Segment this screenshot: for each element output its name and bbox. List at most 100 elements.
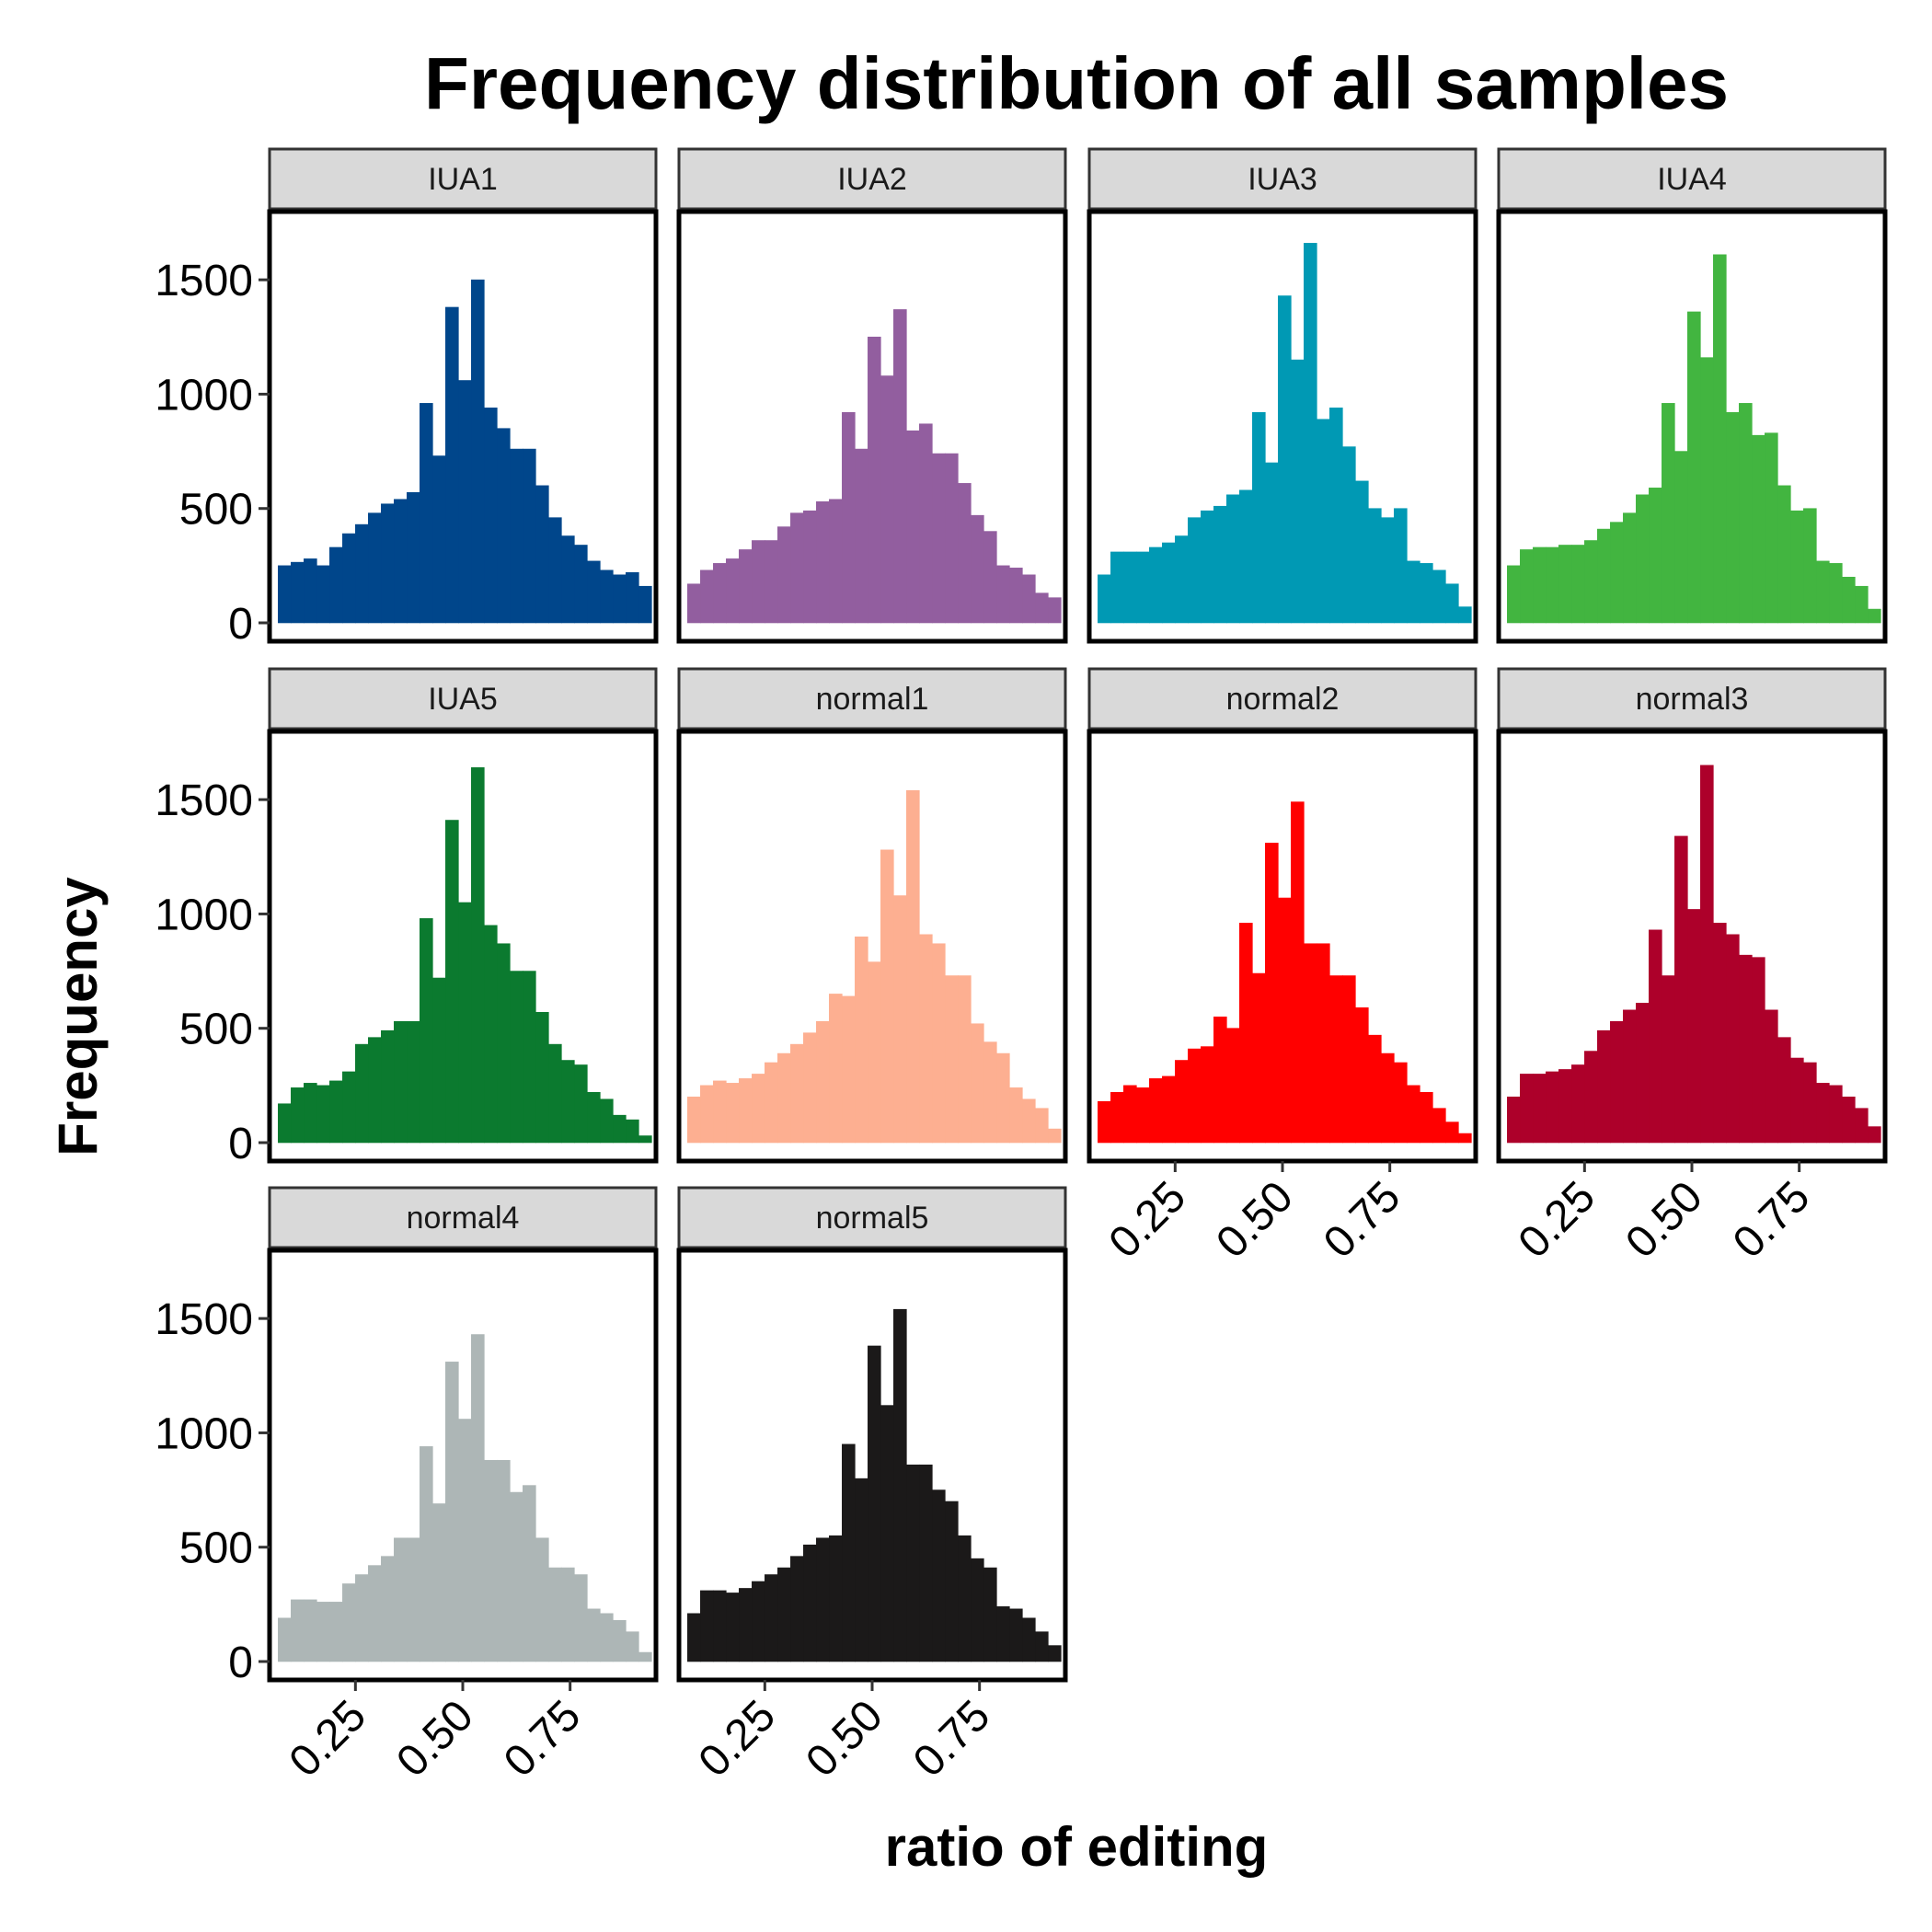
histogram-bar [971, 1558, 984, 1662]
histogram-bar [1394, 1062, 1408, 1144]
bars-normal1 [687, 789, 1062, 1144]
histogram-bar [535, 1012, 549, 1144]
histogram-bar [523, 1485, 536, 1662]
histogram-bar [1381, 517, 1395, 624]
histogram-bar [291, 561, 305, 624]
histogram-bar [816, 500, 830, 624]
histogram-bar [1035, 592, 1049, 624]
histogram-bar [919, 934, 933, 1144]
histogram-bar [1329, 408, 1343, 624]
strip-label: IUA5 [428, 682, 498, 717]
histogram-bar [510, 448, 523, 624]
histogram-bar [1304, 943, 1317, 1144]
panel-IUA2: IUA2 [676, 147, 1068, 644]
histogram-bar [1149, 1078, 1163, 1144]
histogram-bar [420, 403, 433, 624]
histogram-bar [1816, 1083, 1830, 1144]
histogram-bar [600, 1098, 614, 1144]
histogram-bar [1584, 1051, 1598, 1144]
histogram-bar [816, 1537, 830, 1662]
y-tick-label: 1500 [155, 1295, 253, 1344]
histogram-bar [893, 895, 907, 1144]
y-tick-label: 0 [228, 1120, 253, 1168]
histogram-bar [484, 408, 498, 624]
histogram-bar [765, 1062, 778, 1144]
histogram-bar [368, 1565, 382, 1662]
histogram-bar [726, 1083, 740, 1144]
panel-normal1: normal1 [676, 667, 1068, 1164]
histogram-bar [548, 1567, 562, 1662]
histogram-bar [1123, 1085, 1137, 1144]
strip-label: normal1 [816, 682, 929, 717]
histogram-bar [574, 1574, 588, 1662]
histogram-bar [777, 526, 791, 624]
histogram-bar [1342, 975, 1356, 1144]
histogram-bar [803, 510, 817, 624]
histogram-bar [971, 514, 984, 624]
histogram-bar [1022, 574, 1036, 624]
strip-background [1497, 667, 1887, 730]
histogram-bar [1035, 1631, 1049, 1662]
histogram-bar [1022, 1617, 1036, 1662]
bars-IUA3 [1098, 243, 1472, 624]
panel-normal5: normal5 0.25 0.50 0.75 [676, 1186, 1068, 1787]
histogram-bar [1546, 546, 1559, 624]
histogram-bar [1558, 1069, 1572, 1144]
panel-border [676, 729, 1068, 1164]
histogram-bar [1407, 1085, 1420, 1144]
histogram-bar [561, 535, 575, 624]
histogram-bar [1533, 546, 1547, 624]
strip-background [677, 667, 1067, 730]
histogram-bar [1162, 1075, 1176, 1144]
histogram-bar [1098, 1100, 1111, 1144]
x-tick-label: 0.25 [1100, 1172, 1196, 1268]
histogram-bar [1035, 1108, 1049, 1144]
histogram-bar [1855, 585, 1869, 624]
histogram-bar [1342, 446, 1356, 624]
y-tick-label: 1500 [155, 257, 253, 305]
histogram-bar [855, 448, 868, 624]
histogram-bar [919, 423, 933, 624]
histogram-bar [1432, 569, 1446, 624]
panel-border [267, 209, 659, 644]
histogram-bar [1432, 1108, 1446, 1144]
histogram-bar [1022, 1098, 1036, 1144]
histogram-bar [329, 546, 343, 624]
histogram-bar [829, 1535, 843, 1662]
histogram-bar [790, 512, 804, 624]
strip-background [677, 147, 1067, 211]
strip-background [268, 1186, 658, 1249]
histogram-bar [790, 1043, 804, 1144]
histogram-bar [1278, 897, 1292, 1144]
histogram-bar [497, 943, 511, 1144]
x-tick-label: 0.50 [1207, 1172, 1303, 1268]
histogram-bar [1252, 412, 1266, 624]
panel-IUA1: IUA1 0 500 1000 1500 [155, 147, 659, 649]
histogram-bar [1713, 923, 1727, 1144]
histogram-bar [1226, 494, 1240, 624]
histogram-bar [445, 1362, 459, 1662]
histogram-bar [1649, 488, 1662, 624]
histogram-bar [945, 453, 959, 624]
panel-border [676, 209, 1068, 644]
histogram-bar [1355, 1007, 1369, 1144]
histogram-bar [996, 1052, 1010, 1144]
histogram-bar [626, 572, 639, 624]
histogram-bar [829, 994, 843, 1144]
histogram-bar [790, 1556, 804, 1662]
histogram-bar [394, 499, 408, 624]
x-tick-label: 0.50 [1616, 1172, 1712, 1268]
histogram-bar [958, 975, 972, 1144]
x-tick-label: 0.75 [495, 1691, 591, 1787]
bars-normal3 [1507, 765, 1881, 1144]
histogram-bar [906, 789, 920, 1144]
histogram-bar [587, 560, 601, 624]
histogram-bar [355, 523, 369, 624]
histogram-bar [816, 1020, 830, 1144]
histogram-bar [945, 975, 959, 1144]
histogram-bar [1110, 551, 1124, 624]
histogram-bar [1700, 765, 1714, 1144]
histogram-bar [983, 1041, 997, 1144]
histogram-bar [1048, 1645, 1062, 1662]
